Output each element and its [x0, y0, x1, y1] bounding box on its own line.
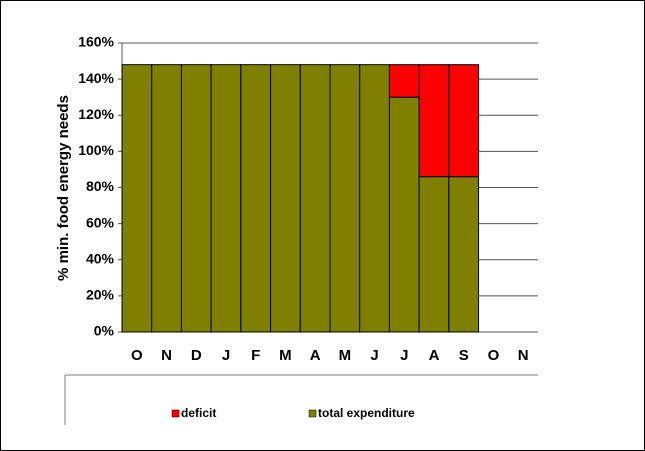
bar — [240, 64, 272, 333]
y-tick-label: 80% — [86, 178, 115, 194]
bar — [448, 176, 480, 333]
y-tick-label: 40% — [86, 250, 115, 266]
legend-label: total expenditure — [318, 406, 415, 420]
bar — [329, 64, 361, 333]
bar — [121, 64, 153, 333]
x-tick-label: J — [222, 347, 230, 364]
bar — [299, 64, 331, 333]
bar — [210, 64, 242, 333]
bar — [418, 176, 450, 333]
y-tick-label: 60% — [86, 214, 115, 230]
bar — [388, 96, 420, 333]
y-tick-label: 120% — [78, 106, 114, 122]
x-tick-label: O — [488, 347, 500, 364]
x-tick-label: D — [191, 347, 202, 364]
x-tick-label: M — [339, 347, 352, 364]
y-axis-label: % min. food energy needs — [55, 95, 72, 281]
bar — [180, 64, 212, 333]
y-tick-label: 0% — [94, 323, 115, 339]
x-tick-label: J — [370, 347, 378, 364]
y-tick-label: 100% — [78, 142, 114, 158]
x-tick-label: J — [400, 347, 408, 364]
legend-swatch — [308, 409, 317, 418]
legend-label: deficit — [181, 406, 216, 420]
bar — [270, 64, 301, 333]
y-tick-label: 20% — [86, 287, 115, 303]
x-tick-label: O — [131, 347, 143, 364]
bar — [418, 64, 450, 178]
x-tick-label: S — [459, 347, 469, 364]
x-tick-label: N — [161, 347, 172, 364]
bar — [388, 64, 420, 98]
x-tick-label: A — [429, 347, 440, 364]
y-tick-label: 140% — [78, 70, 114, 86]
bar — [359, 64, 390, 333]
y-tick-label: 160% — [78, 34, 114, 50]
x-tick-label: F — [251, 347, 260, 364]
x-tick-label: N — [518, 347, 529, 364]
bar — [151, 64, 182, 333]
x-tick-label: A — [310, 347, 321, 364]
bar — [448, 64, 480, 178]
legend-swatch — [171, 409, 180, 418]
x-tick-label: M — [279, 347, 292, 364]
